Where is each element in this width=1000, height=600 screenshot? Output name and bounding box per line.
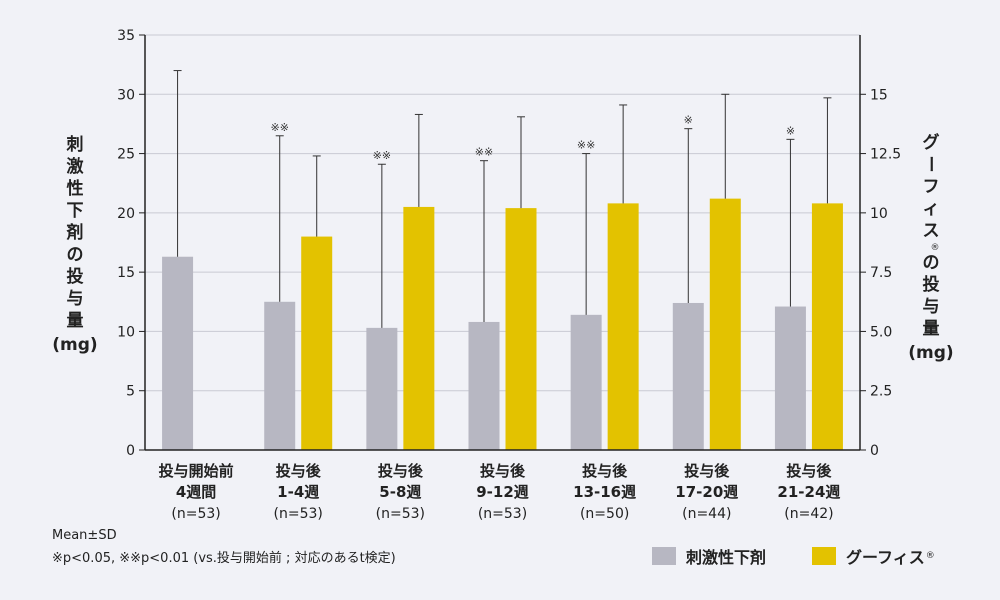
y-left-title-char-3: 下 [67,201,84,221]
y-right-title-char-3: ィ [923,199,940,219]
significance-mark-4: ※※ [577,139,595,152]
y-left-title-unit: (mg) [52,335,97,355]
labels: 投与開始前4週間(n=53)※※投与後1-4週(n=53)※※投与後5-8週(n… [52,28,953,522]
significance-mark-1: ※※ [270,121,288,134]
category-label-line2-1: 1-4週 [277,483,319,501]
y-left-title-char-1: 激 [67,156,84,177]
bar-goofice-5 [709,198,741,450]
y-right-title-unit: (mg) [908,343,953,363]
bar-stimulant-4 [570,314,602,450]
category-label-line1-4: 投与後 [582,462,628,480]
category-label-line1-5: 投与後 [684,462,730,480]
y-right-title-char-4: ス [923,221,940,241]
bar-stimulant-1 [264,301,296,450]
legend-label-goofice: グーフィス [846,548,925,567]
bar-stimulant-0 [162,256,194,450]
y-left-title-char-0: 刺 [67,134,84,155]
y-right-title-char-6: の [923,253,940,273]
y-right-title-char-9: 量 [923,318,940,339]
category-label-line2-4: 13-16週 [573,483,636,501]
category-label-line1-2: 投与後 [378,462,424,480]
y-right-title-char-1: ー [920,156,940,173]
bar-stimulant-5 [672,302,704,450]
legend-item-stimulant: 刺激性下剤 [652,545,766,567]
significance-mark-3: ※※ [475,146,493,159]
y-right-tick-label-2: 5.0 [870,324,892,340]
y-left-tick-label-4: 20 [117,206,135,222]
significance-mark-5: ※ [684,114,693,127]
bar-stimulant-6 [774,306,806,450]
y-right-tick-label-1: 2.5 [870,384,892,400]
category-n-2: (n=53) [376,506,425,522]
y-left-tick-label-1: 5 [126,384,135,400]
y-left-title-char-8: 量 [67,310,84,331]
y-right-tick-label-5: 12.5 [870,147,901,163]
bar-stimulant-3 [468,321,500,450]
legend-registered-mark: ® [925,551,935,561]
category-n-4: (n=50) [580,506,629,522]
bar-goofice-4 [607,203,639,450]
y-left-title-char-6: 投 [67,266,84,287]
bar-goofice-3 [505,208,537,450]
category-label-line1-1: 投与後 [276,462,322,480]
category-label-line1-6: 投与後 [786,462,832,480]
y-left-title-char-2: 性 [67,178,84,199]
error-bars [173,70,832,328]
y-left-tick-label-3: 15 [117,265,135,281]
category-label-line2-3: 9-12週 [476,483,529,501]
note-mean-sd: Mean±SD [52,528,117,543]
legend-label-stimulant: 刺激性下剤 [686,548,767,567]
legend-item-goofice: グーフィス ® [812,545,935,567]
legend-swatch-goofice [812,547,836,565]
category-n-0: (n=53) [171,506,220,522]
y-left-tick-label-7: 35 [117,28,135,44]
category-n-6: (n=42) [784,506,833,522]
y-left-tick-label-5: 25 [117,147,135,163]
significance-mark-6: ※ [786,124,795,137]
y-right-title-char-0: グ [923,132,940,153]
y-right-title-char-8: 与 [923,297,940,317]
y-right-tick-label-3: 7.5 [870,265,892,281]
y-left-title-char-5: の [67,245,84,265]
gridlines [145,34,860,392]
category-label-line2-2: 5-8週 [379,483,421,501]
category-label-line1-0: 投与開始前 [159,462,234,480]
legend-swatch-stimulant [652,547,676,565]
category-n-3: (n=53) [478,506,527,522]
axes [139,34,866,451]
note-significance: ※p<0.05, ※※p<0.01 (vs.投与開始前 ; 対応のあるt検定) [52,551,396,566]
category-label-line2-5: 17-20週 [675,483,738,501]
bar-goofice-1 [301,236,333,450]
y-left-title-char-7: 与 [67,289,84,309]
bar-goofice-6 [811,203,843,450]
y-left-tick-label-2: 10 [117,324,135,340]
bars [162,198,843,450]
category-label-line1-3: 投与後 [480,462,526,480]
category-label-line2-6: 21-24週 [777,483,840,501]
y-right-tick-label-0: 0 [870,443,879,459]
category-n-1: (n=53) [274,506,323,522]
category-n-5: (n=44) [682,506,731,522]
significance-mark-2: ※※ [373,149,391,162]
y-right-title-char-2: フ [923,177,940,197]
y-right-title-char-5: ® [931,243,940,253]
y-right-tick-label-4: 10 [870,206,888,222]
bar-stimulant-2 [366,327,398,450]
y-left-title-char-4: 剤 [66,222,84,243]
y-right-tick-label-6: 15 [870,87,888,103]
y-left-tick-label-0: 0 [126,443,135,459]
category-label-line2-0: 4週間 [176,483,216,501]
y-right-title-char-7: 投 [923,274,940,295]
bar-goofice-2 [403,206,435,450]
y-left-tick-label-6: 30 [117,87,135,103]
